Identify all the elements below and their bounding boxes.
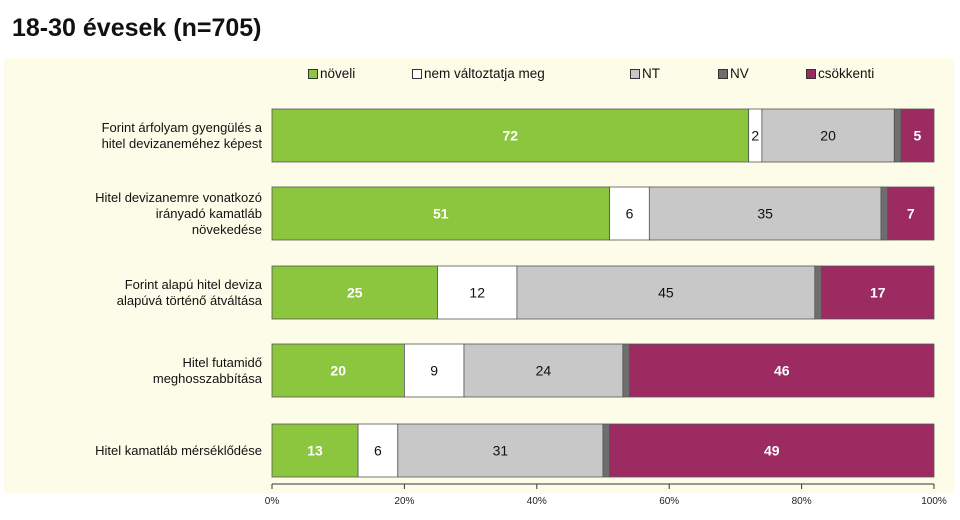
bar-segment	[609, 423, 935, 478]
legend-item: növeli	[308, 66, 355, 81]
data-label: 7	[907, 206, 915, 222]
legend-label: NV	[730, 66, 749, 81]
data-label: 46	[774, 363, 790, 379]
bar-segment	[648, 186, 882, 241]
bar-segment	[437, 265, 518, 320]
legend-swatch	[806, 68, 816, 79]
bar-segment	[271, 186, 611, 241]
data-label: 9	[430, 363, 438, 379]
data-label: 6	[626, 206, 634, 222]
data-label: 20	[330, 363, 346, 379]
bar-segment	[622, 343, 630, 398]
category-label-line: hitel devizaneméhez képest	[101, 135, 262, 151]
legend-swatch	[630, 68, 640, 79]
category-label-line: növekedése	[191, 221, 262, 237]
data-label: 13	[307, 443, 323, 459]
bar-segment	[814, 265, 822, 320]
legend-swatch	[412, 68, 422, 79]
legend-label: nem változtatja meg	[424, 66, 545, 81]
legend-item: NV	[718, 66, 749, 81]
category-label: Forint alapú hitel deviza alapúvá történő…	[0, 266, 262, 319]
bar-segment	[271, 108, 750, 163]
bar-segment	[602, 423, 611, 478]
data-label: 31	[493, 443, 509, 459]
data-label: 20	[820, 128, 836, 144]
category-label-line: Hitel devizanemre vonatkozó	[95, 189, 262, 205]
legend-item: NT	[630, 66, 660, 81]
category-label-text: Hitel devizanemre vonatkozó irányadó kama…	[95, 190, 262, 238]
data-label: 25	[347, 285, 363, 301]
x-tick-label: 40%	[527, 496, 547, 507]
data-label: 5	[914, 128, 922, 144]
legend-item: csökkenti	[806, 66, 874, 81]
legend-label: növeli	[320, 66, 356, 81]
category-label-line: Forint árfolyam gyengülés a	[101, 119, 262, 135]
bar-segment	[271, 343, 405, 398]
bar-segment	[821, 265, 935, 320]
category-label: Forint árfolyam gyengülés a hitel devizan…	[0, 109, 262, 162]
x-tick-label: 60%	[659, 496, 679, 507]
data-label: 12	[469, 285, 485, 301]
category-label-text: Hitel kamatláb mérséklődése	[95, 443, 262, 459]
data-label: 6	[374, 443, 382, 459]
legend-swatch	[308, 68, 318, 79]
category-label-line: Hitel kamatláb mérséklődése	[95, 442, 262, 458]
data-label: 17	[870, 285, 886, 301]
data-label: 72	[503, 128, 519, 144]
legend-label: NT	[642, 66, 660, 81]
bar-segment	[403, 343, 465, 398]
legend-item: nem változtatja meg	[412, 66, 545, 81]
category-label-line: meghosszabbítása	[152, 370, 262, 386]
bar-segment	[900, 108, 935, 163]
x-tick-label: 0%	[265, 496, 280, 507]
bar-segment	[761, 108, 895, 163]
data-label: 49	[764, 443, 780, 459]
bar-segment	[893, 108, 902, 163]
bar-segment	[880, 186, 889, 241]
legend-swatch	[718, 68, 728, 79]
bar-segment	[357, 423, 399, 478]
bar-segment	[271, 423, 359, 478]
bar-segment	[609, 186, 650, 241]
category-label: Hitel kamatláb mérséklődése	[0, 424, 262, 477]
category-label-line: Hitel futamidő	[182, 354, 262, 370]
data-label: 45	[658, 285, 674, 301]
category-label: Hitel devizanemre vonatkozó irányadó kama…	[0, 187, 262, 240]
data-label: 51	[433, 206, 449, 222]
category-label-text: Forint alapú hitel deviza alapúvá történő…	[117, 277, 262, 309]
bar-segment	[463, 343, 624, 398]
category-label-text: Forint árfolyam gyengülés a hitel devizan…	[102, 120, 262, 152]
category-label: Hitel futamidő meghosszabbítása	[0, 344, 262, 397]
data-label: 35	[757, 206, 773, 222]
x-tick-label: 20%	[394, 496, 414, 507]
chart-title: 18-30 évesek (n=705)	[12, 14, 262, 42]
bar-segment	[516, 265, 816, 320]
category-label-line: alapúvá történő átváltása	[116, 292, 262, 308]
legend: növeli nem változtatja meg NT NV csökkenti	[0, 66, 960, 86]
category-label-text: Hitel futamidő meghosszabbítása	[153, 355, 262, 387]
x-tick-label: 80%	[792, 496, 812, 507]
data-label: 24	[536, 363, 552, 379]
bar-segment	[629, 343, 935, 398]
bar-segment	[271, 265, 438, 320]
legend-label: csökkenti	[818, 66, 875, 81]
category-label-line: Forint alapú hitel deviza	[124, 276, 262, 292]
x-tick-label: 100%	[921, 496, 947, 507]
bar-segment	[887, 186, 935, 241]
data-label: 2	[751, 128, 759, 144]
category-label-line: irányadó kamatláb	[155, 205, 262, 221]
